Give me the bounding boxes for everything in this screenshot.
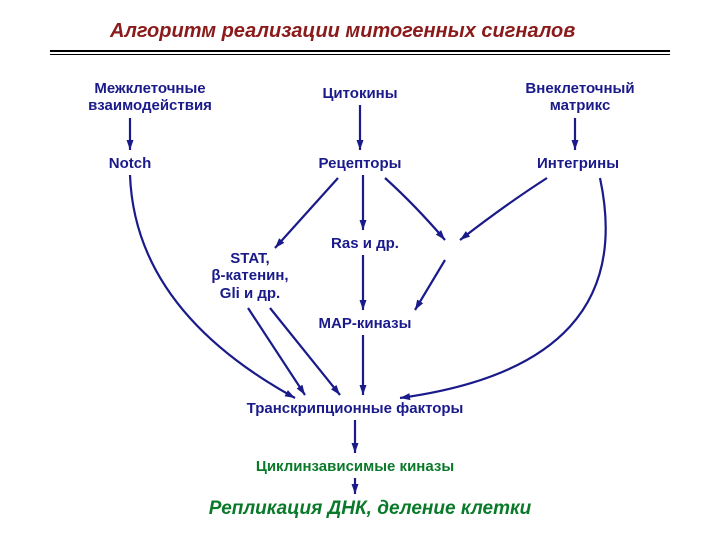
node-integrins: Интегрины bbox=[518, 155, 638, 172]
node-ecm: Внеклеточный матрикс bbox=[505, 80, 655, 115]
page-title: Алгоритм реализации митогенных сигналов bbox=[110, 20, 575, 43]
node-tf: Транскрипционные факторы bbox=[210, 400, 500, 417]
node-notch: Notch bbox=[100, 155, 160, 172]
hr-top bbox=[50, 50, 670, 52]
node-receptors: Рецепторы bbox=[300, 155, 420, 172]
node-intercell: Межклеточные взаимодействия bbox=[70, 80, 230, 115]
node-replication: Репликация ДНК, деление клетки bbox=[190, 498, 550, 520]
node-mapk: МАР-киназы bbox=[305, 315, 425, 332]
node-stat: STAT, β-катенин, Gli и др. bbox=[195, 250, 305, 302]
node-cytokines: Цитокины bbox=[300, 85, 420, 102]
hr-bottom bbox=[50, 54, 670, 55]
node-ras: Ras и др. bbox=[320, 235, 410, 252]
node-cdk: Циклинзависимые киназы bbox=[225, 458, 485, 475]
